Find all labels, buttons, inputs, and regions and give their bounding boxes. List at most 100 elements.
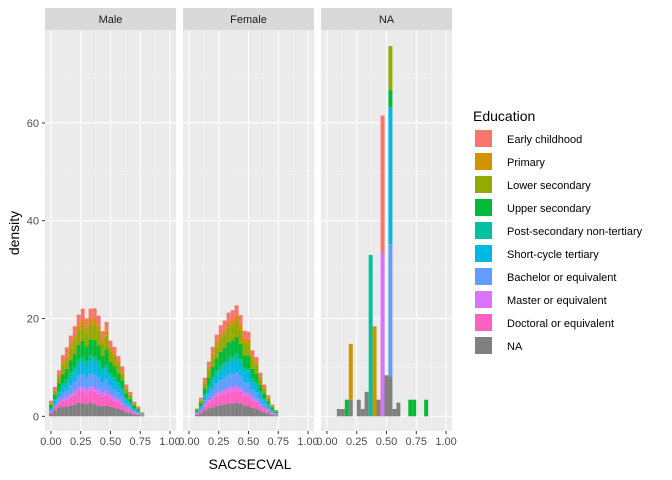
- histogram-bar-segment: [128, 406, 133, 410]
- histogram-bar-segment: [84, 318, 89, 328]
- histogram-bar-segment: [112, 408, 117, 417]
- histogram-bar-segment: [222, 367, 227, 378]
- histogram-bar-segment: [88, 324, 93, 340]
- histogram-bar-segment: [112, 346, 117, 354]
- histogram-bar-segment: [76, 386, 81, 391]
- histogram-bar-segment: [238, 315, 243, 325]
- histogram-bar-segment: [206, 377, 211, 386]
- histogram-bar-segment: [76, 375, 81, 387]
- histogram-bar-segment: [246, 406, 251, 417]
- legend-key-label: Primary: [507, 157, 545, 169]
- histogram-bar-segment: [262, 403, 267, 408]
- histogram-bar-segment: [88, 361, 93, 374]
- histogram-bar-segment: [210, 396, 215, 400]
- histogram-bar-segment: [100, 406, 105, 417]
- legend-key-swatch: [475, 268, 492, 285]
- histogram-bar-segment: [100, 392, 105, 397]
- histogram-bar-segment: [68, 405, 73, 417]
- histogram-bar-segment: [104, 349, 109, 365]
- histogram-bar-segment: [210, 407, 215, 417]
- histogram-bar-segment: [226, 312, 231, 323]
- facet-strip-label: NA: [379, 14, 395, 26]
- histogram-bar-segment: [254, 392, 259, 400]
- histogram-bar-segment: [84, 346, 89, 362]
- histogram-bar-segment: [96, 360, 101, 366]
- histogram-bar-segment: [132, 412, 137, 415]
- histogram-bar-segment: [88, 373, 93, 387]
- histogram-bar-segment: [120, 402, 125, 405]
- histogram-bar-segment: [258, 410, 263, 417]
- histogram-bar-segment: [64, 406, 69, 417]
- histogram-bar-segment: [80, 308, 85, 320]
- histogram-bar-segment: [238, 391, 243, 404]
- histogram-bar-segment: [60, 355, 65, 363]
- histogram-bar-segment: [230, 386, 235, 392]
- histogram-bar-segment: [76, 314, 81, 326]
- histogram-bar-segment: [116, 364, 121, 374]
- histogram-bar-segment: [230, 325, 235, 342]
- facet-strip: [45, 8, 176, 30]
- histogram-bar-segment: [198, 413, 203, 417]
- histogram-bar-segment: [124, 407, 129, 409]
- histogram-bar-segment: [348, 399, 353, 417]
- histogram-bar-segment: [88, 318, 93, 325]
- histogram-bar-segment: [92, 308, 97, 320]
- histogram-bar-segment: [258, 376, 263, 380]
- histogram-bar-segment: [84, 361, 89, 367]
- histogram-bar-segment: [202, 381, 207, 384]
- histogram-bar-segment: [64, 383, 69, 390]
- histogram-bar-segment: [198, 406, 203, 408]
- histogram-bar-segment: [250, 350, 255, 357]
- legend-key-label: Early childhood: [507, 134, 582, 146]
- histogram-bar-segment: [242, 330, 247, 339]
- legend-key-swatch: [475, 153, 492, 170]
- histogram-bar-segment: [246, 396, 251, 407]
- histogram-bar-segment: [258, 406, 263, 411]
- x-tick-label: 0.25: [208, 436, 229, 448]
- histogram-bar-segment: [120, 373, 125, 381]
- histogram-bar-segment: [206, 402, 211, 409]
- histogram-bar-segment: [72, 326, 77, 337]
- facet-strip: [321, 8, 452, 30]
- histogram-bar-segment: [76, 402, 81, 417]
- histogram-bar-segment: [250, 368, 255, 379]
- histogram-bar-segment: [84, 392, 89, 405]
- histogram-bar-segment: [210, 399, 215, 408]
- histogram-bar-segment: [96, 325, 101, 331]
- histogram-bar-segment: [124, 412, 129, 417]
- histogram-bar-segment: [198, 399, 203, 401]
- legend-key-swatch: [475, 245, 492, 262]
- histogram-bar-segment: [76, 325, 81, 331]
- histogram-bar-segment: [254, 399, 259, 403]
- histogram-bar-segment: [76, 390, 81, 403]
- histogram-bar-segment: [100, 396, 105, 407]
- histogram-bar-segment: [100, 339, 105, 344]
- histogram-bar-segment: [238, 387, 243, 392]
- histogram-bar-segment: [68, 385, 73, 394]
- histogram-bar-segment: [60, 365, 65, 374]
- histogram-bar-segment: [60, 386, 65, 393]
- histogram-bar-segment: [128, 412, 133, 417]
- histogram-bar-segment: [376, 399, 381, 417]
- histogram-bar-segment: [92, 340, 97, 357]
- histogram-bar-segment: [266, 401, 271, 405]
- x-tick-label: 0.50: [100, 436, 121, 448]
- histogram-bar-segment: [214, 346, 219, 359]
- histogram-bar-segment: [218, 405, 223, 417]
- histogram-bar-segment: [214, 406, 219, 417]
- histogram-bar-segment: [80, 391, 85, 404]
- histogram-bar-segment: [100, 372, 105, 383]
- histogram-bar-segment: [64, 379, 69, 384]
- histogram-bar-segment: [218, 339, 223, 352]
- histogram-bar-segment: [234, 337, 239, 354]
- histogram-bar-segment: [254, 408, 259, 417]
- histogram-bar-segment: [242, 367, 247, 373]
- histogram-bar-segment: [56, 370, 61, 375]
- facet-panel-male: Male 0.00 0.25 0.50 0.75 1.00: [40, 8, 181, 448]
- histogram-bar-segment: [72, 353, 77, 368]
- histogram-bar-segment: [226, 322, 231, 328]
- histogram-bar-segment: [246, 368, 251, 373]
- histogram-bar-segment: [48, 400, 53, 403]
- histogram-bar-segment: [258, 379, 263, 386]
- histogram-bar-segment: [234, 372, 239, 386]
